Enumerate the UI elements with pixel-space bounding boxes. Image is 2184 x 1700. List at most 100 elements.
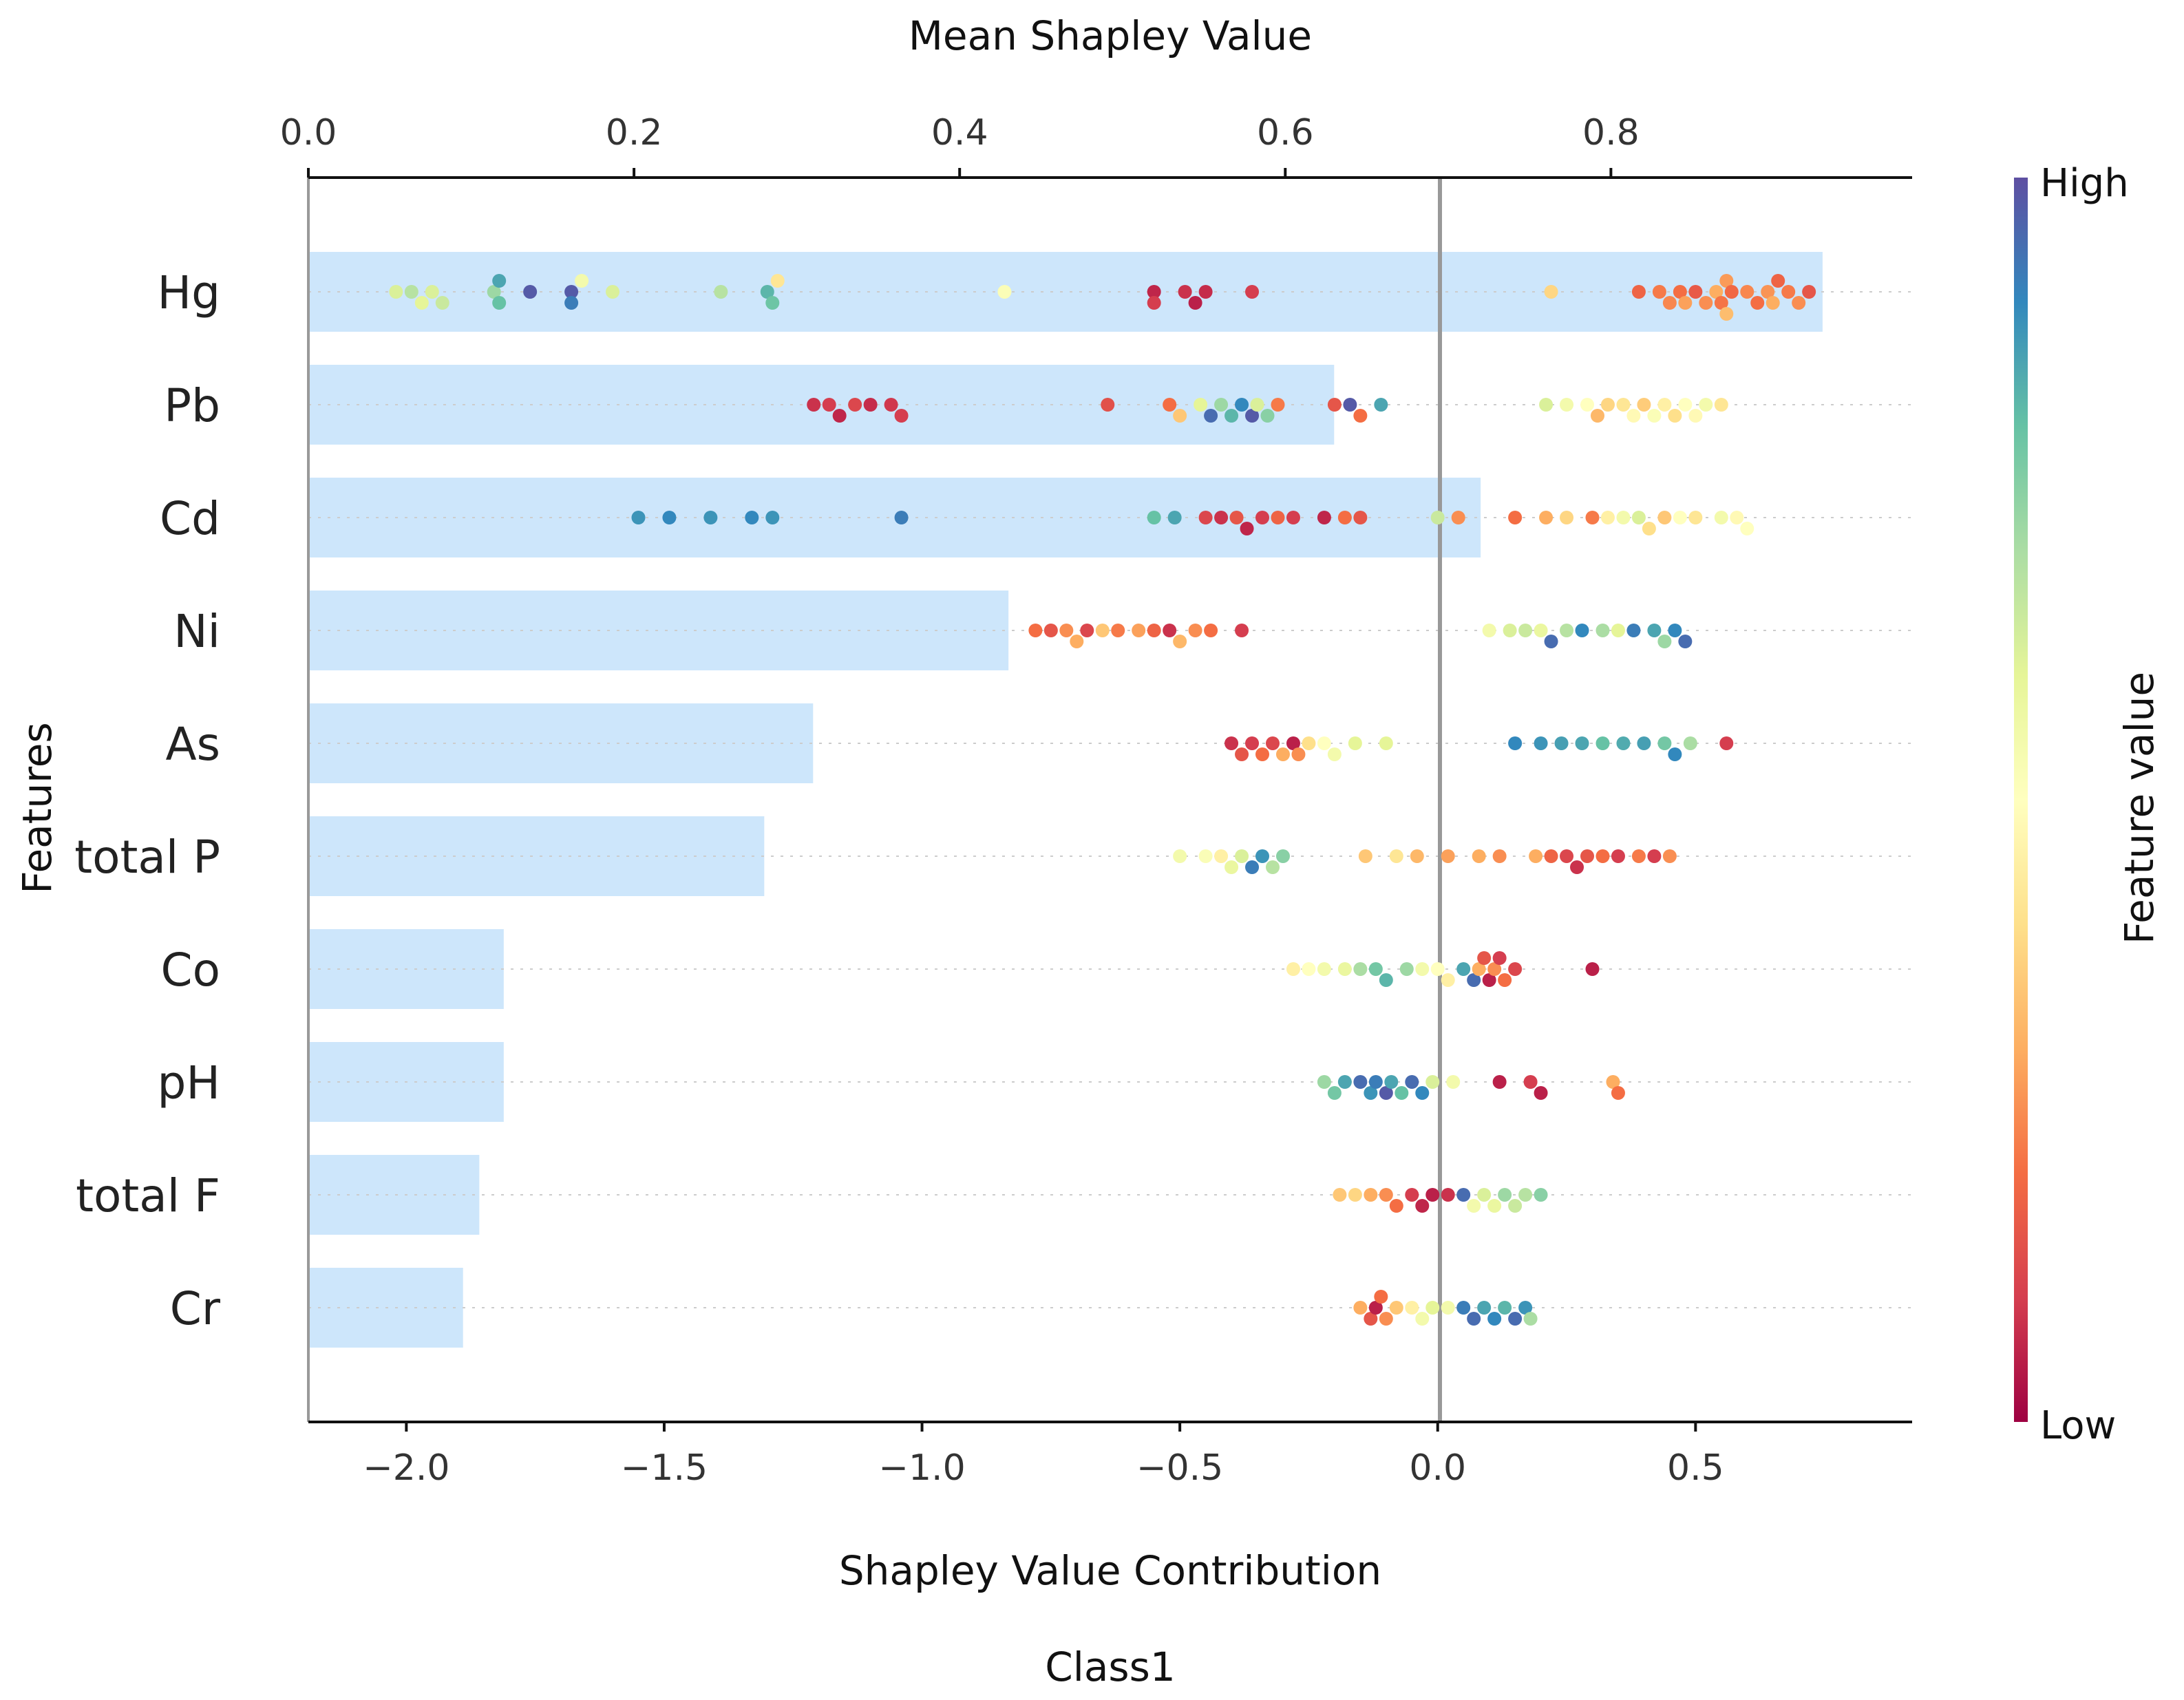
shap-point [1235, 849, 1249, 863]
shap-point [1425, 1075, 1440, 1089]
shap-point [1317, 736, 1331, 750]
shap-point [1255, 511, 1270, 524]
shap-point [1224, 736, 1239, 750]
bottom-tick-label: −0.5 [1136, 1447, 1223, 1489]
shap-point [1662, 849, 1677, 863]
shap-point [425, 285, 439, 299]
shap-point [1384, 1075, 1399, 1089]
colorbar [2014, 178, 2028, 1422]
shap-point [1275, 849, 1290, 863]
class-label: Class1 [1045, 1644, 1176, 1690]
shap-point [1337, 1075, 1352, 1089]
shap-point [1508, 1312, 1523, 1326]
shap-point [863, 398, 878, 412]
shap-point [1534, 1188, 1548, 1202]
shap-point [389, 285, 403, 299]
shap-point [1554, 736, 1569, 750]
feature-label: Cr [170, 1282, 221, 1335]
shap-point [1472, 849, 1486, 863]
shap-point [1467, 1199, 1481, 1213]
shap-point [1642, 522, 1656, 535]
shap-point [1539, 511, 1554, 524]
shap-point [662, 511, 677, 524]
shap-point [1477, 1188, 1492, 1202]
shap-point [1781, 285, 1796, 299]
shap-point [1173, 409, 1187, 423]
shap-point [414, 296, 429, 310]
mean-bar-total-F [308, 1155, 480, 1235]
shap-point [492, 296, 507, 310]
shap-point [1333, 1188, 1347, 1202]
shap-point [1441, 849, 1455, 863]
bottom-axis-ticks: −2.0 −1.5 −1.0 −0.5 0.0 0.5 [363, 1422, 1724, 1489]
shap-point [1626, 409, 1641, 423]
shap-point [1534, 736, 1548, 750]
shap-point [1147, 624, 1161, 637]
shap-point [1508, 736, 1523, 750]
shap-point [1580, 849, 1595, 863]
shap-point [1699, 296, 1713, 310]
shap-point [1348, 1188, 1362, 1202]
shap-point [1302, 736, 1316, 750]
shap-point [997, 285, 1012, 299]
shap-point [1456, 962, 1471, 976]
shap-point [1595, 624, 1610, 637]
shap-point [606, 285, 620, 299]
shap-point [1498, 1188, 1512, 1202]
shap-point [1405, 1188, 1419, 1202]
shap-point [1379, 1086, 1393, 1100]
shap-point [1358, 849, 1372, 863]
shap-point [745, 511, 759, 524]
shap-point [1477, 1301, 1492, 1315]
shap-point [765, 296, 780, 310]
shap-point [1662, 296, 1677, 310]
shap-point [1343, 398, 1357, 412]
shap-point [1224, 409, 1239, 423]
shap-point [1647, 849, 1662, 863]
mean-bar-total-P [308, 816, 765, 896]
shap-point [1364, 1188, 1378, 1202]
shap-point [1560, 398, 1574, 412]
shap-point [1255, 849, 1270, 863]
feature-label: pH [157, 1056, 220, 1109]
shap-point [1368, 962, 1383, 976]
shap-point [807, 398, 821, 412]
feature-label: total P [74, 831, 220, 884]
shap-point [1327, 1086, 1342, 1100]
shap-point [1657, 635, 1672, 648]
shap-point [1714, 398, 1728, 412]
shap-point [760, 285, 774, 299]
shap-point [1585, 511, 1600, 524]
shap-point [523, 285, 538, 299]
shap-point [1451, 511, 1465, 524]
shap-point [1523, 1312, 1538, 1326]
shap-point [1719, 736, 1734, 750]
shap-point [1673, 511, 1687, 524]
feature-label: As [165, 718, 220, 771]
shap-point [1616, 511, 1631, 524]
shap-point [1616, 736, 1631, 750]
shap-point [1317, 1075, 1331, 1089]
shap-point [1389, 849, 1403, 863]
shap-point [1523, 1075, 1538, 1089]
shap-point [1348, 736, 1362, 750]
shap-point [575, 274, 589, 288]
shap-point [1271, 511, 1285, 524]
shap-point [1379, 973, 1393, 987]
top-tick-label: 0.0 [280, 112, 337, 153]
shap-point [1539, 398, 1554, 412]
shap-point [1389, 1199, 1403, 1213]
shap-point [1668, 624, 1682, 637]
shap-point [1730, 511, 1744, 524]
shap-point [1678, 398, 1693, 412]
shap-point [1163, 398, 1177, 412]
shap-point [1275, 747, 1290, 761]
shap-point [1647, 624, 1662, 637]
shap-point [1441, 1301, 1455, 1315]
colorbar-low-label: Low [2040, 1403, 2116, 1448]
bottom-tick-label: −1.5 [621, 1447, 708, 1489]
mean-bar-Ni [308, 591, 1009, 670]
shap-point [1750, 296, 1765, 310]
shap-point [1724, 285, 1739, 299]
